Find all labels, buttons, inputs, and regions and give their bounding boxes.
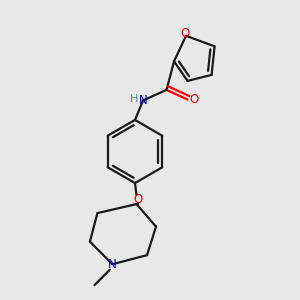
Text: O: O bbox=[180, 27, 189, 40]
Text: O: O bbox=[134, 193, 142, 206]
Text: O: O bbox=[190, 93, 199, 106]
Text: N: N bbox=[139, 94, 148, 107]
Text: N: N bbox=[108, 258, 117, 271]
Text: H: H bbox=[130, 94, 138, 104]
